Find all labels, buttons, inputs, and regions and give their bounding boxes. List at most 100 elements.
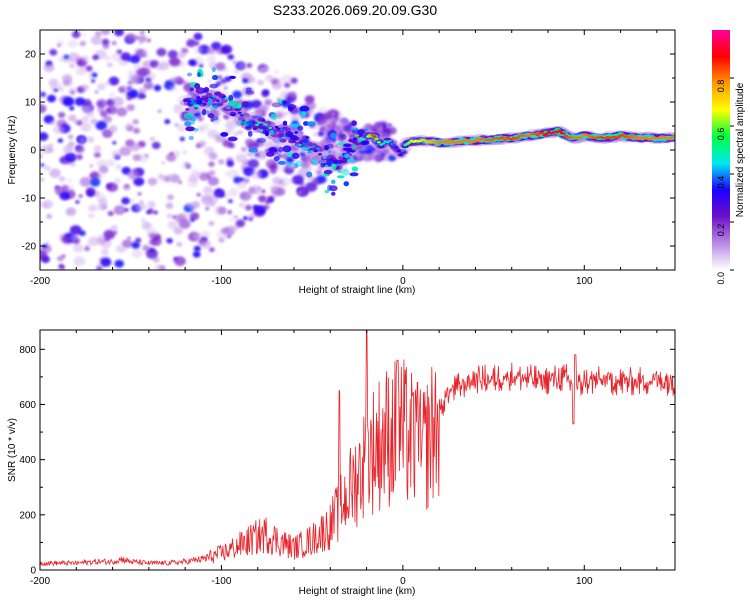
heatmap-cell xyxy=(120,52,131,61)
heatmap-ridge-cell xyxy=(196,96,201,99)
heatmap-cell xyxy=(46,214,53,219)
heatmap-cell xyxy=(105,80,111,86)
heatmap-cell xyxy=(228,142,235,149)
heatmap-cell xyxy=(146,38,151,43)
heatmap-cell xyxy=(143,81,148,85)
heatmap-cell xyxy=(211,66,216,73)
heatmap-cell xyxy=(257,79,265,86)
heatmap-cell xyxy=(147,200,156,209)
heatmap-cell xyxy=(157,173,165,180)
heatmap-cell xyxy=(101,248,109,256)
heatmap-cell xyxy=(259,104,268,112)
heatmap-cell xyxy=(194,83,201,90)
heatmap-ridge-cell xyxy=(396,149,401,152)
heatmap-cell xyxy=(196,72,201,78)
heatmap-cell xyxy=(278,130,285,137)
heatmap-cell xyxy=(106,182,118,192)
heatmap-cell xyxy=(128,198,135,204)
heatmap-cell xyxy=(43,165,51,171)
heatmap-cell xyxy=(96,99,108,109)
heatmap-ridge-cell xyxy=(268,126,273,130)
heatmap-ridge-cell xyxy=(324,164,329,168)
heatmap-cell xyxy=(184,161,190,167)
heatmap-cell xyxy=(40,144,52,154)
heatmap-cell xyxy=(75,66,87,76)
heatmap-cell xyxy=(256,186,262,191)
heatmap-cell xyxy=(207,129,219,139)
heatmap-ridge-cell xyxy=(562,132,566,135)
heatmap-cell xyxy=(245,138,255,147)
heatmap-cell xyxy=(146,210,151,214)
heatmap-cell xyxy=(174,256,186,267)
heatmap-cell xyxy=(53,124,65,135)
heatmap-cell xyxy=(108,125,118,133)
heatmap-cell xyxy=(261,189,266,193)
heatmap-cell xyxy=(268,147,277,153)
heatmap-cell xyxy=(58,87,65,92)
heatmap-ridge-cell xyxy=(372,135,377,138)
heatmap-cell xyxy=(164,119,171,125)
heatmap-cell xyxy=(88,213,95,219)
heatmap-cell xyxy=(254,205,267,215)
heatmap-cell xyxy=(288,91,297,98)
heatmap-cell xyxy=(237,62,247,70)
heatmap-cell xyxy=(247,130,253,137)
colorbar-tick-label: 0.8 xyxy=(716,80,726,93)
heatmap-cell xyxy=(158,61,170,71)
heatmap-ridge-cell xyxy=(350,150,355,153)
heatmap-cell xyxy=(324,145,329,151)
heatmap-cell xyxy=(161,161,166,165)
heatmap-cell xyxy=(304,95,315,104)
colorbar-gradient xyxy=(712,30,730,270)
heatmap-cell xyxy=(173,226,184,235)
heatmap-cell xyxy=(127,70,135,76)
heatmap-cell xyxy=(239,202,246,208)
heatmap-cell xyxy=(254,109,262,117)
heatmap-cell xyxy=(98,233,104,238)
heatmap-cell xyxy=(133,177,145,187)
heatmap-cell xyxy=(106,62,113,68)
heatmap-cell xyxy=(278,189,285,195)
heatmap-cell xyxy=(285,131,294,138)
heatmap-cell xyxy=(42,199,54,209)
heatmap-cell xyxy=(132,168,137,172)
heatmap-ridge-cell xyxy=(535,133,540,137)
heatmap-cell xyxy=(302,138,309,144)
heatmap-ridge-cell xyxy=(466,139,471,142)
heatmap-cell xyxy=(73,256,86,267)
heatmap-cell xyxy=(141,221,152,230)
heatmap-cell xyxy=(106,105,118,115)
heatmap-cell xyxy=(343,181,350,187)
heatmap-cell xyxy=(69,63,76,69)
heatmap-ridge-cell xyxy=(361,138,366,141)
heatmap-cell xyxy=(189,212,200,221)
heatmap-cell xyxy=(261,90,270,98)
heatmap-cell xyxy=(49,49,58,56)
heatmap-cell xyxy=(40,250,47,261)
heatmap-cell xyxy=(111,150,122,159)
heatmap-cell xyxy=(125,122,134,129)
heatmap-cell xyxy=(297,191,302,195)
heatmap-cell xyxy=(213,188,225,198)
heatmap-cell xyxy=(293,163,299,169)
heatmap-cell xyxy=(124,33,137,43)
heatmap-cell xyxy=(266,151,275,157)
colorbar-tick-label: 0.2 xyxy=(716,224,726,237)
heatmap-cell xyxy=(100,238,112,249)
heatmap-cell xyxy=(320,162,326,168)
heatmap-cell xyxy=(225,120,237,130)
heatmap-cell xyxy=(132,249,143,259)
heatmap-cell xyxy=(232,60,237,65)
heatmap-cell xyxy=(75,145,85,154)
heatmap-cell xyxy=(218,159,225,165)
heatmap-cell xyxy=(247,76,256,84)
heatmap-cell xyxy=(64,152,77,163)
heatmap-cell xyxy=(40,91,47,98)
heatmap-cell xyxy=(227,136,238,142)
heatmap-cell xyxy=(58,176,66,182)
heatmap-cell xyxy=(264,130,269,137)
heatmap-cell xyxy=(127,236,131,240)
heatmap-ridge-cell xyxy=(294,131,299,134)
heatmap-cell xyxy=(376,127,383,133)
heatmap-cell xyxy=(179,136,185,142)
